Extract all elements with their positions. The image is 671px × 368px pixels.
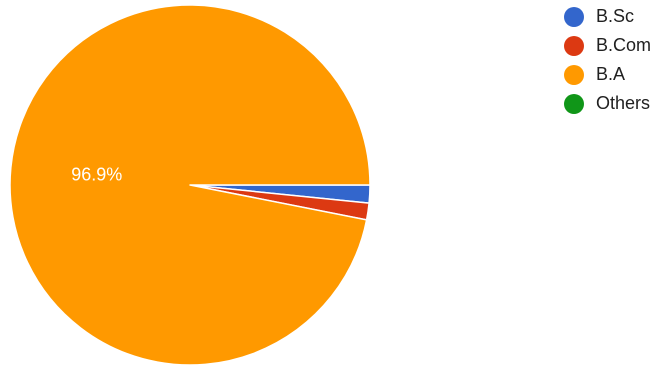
pie-slice-b-a: [9, 4, 371, 366]
legend-label-b-a: B.A: [596, 64, 625, 84]
legend-swatch-b-com: [564, 36, 584, 56]
legend-swatch-b-a: [564, 65, 584, 85]
legend-swatch-b-sc: [564, 7, 584, 27]
legend-label-b-sc: B.Sc: [596, 6, 634, 26]
slice-label-b-a: 96.9%: [71, 165, 122, 185]
legend-label-others: Others: [596, 93, 650, 113]
legend-item-others: Others: [564, 93, 650, 114]
legend-item-b-sc: B.Sc: [564, 6, 634, 27]
legend-label-b-com: B.Com: [596, 35, 651, 55]
legend-item-b-a: B.A: [564, 64, 625, 85]
legend: B.Sc B.Com B.A Others: [564, 6, 651, 114]
pie-slices: [9, 4, 371, 366]
pie-slice-labels: 96.9%: [71, 165, 122, 185]
legend-swatch-others: [564, 94, 584, 114]
legend-item-b-com: B.Com: [564, 35, 651, 56]
